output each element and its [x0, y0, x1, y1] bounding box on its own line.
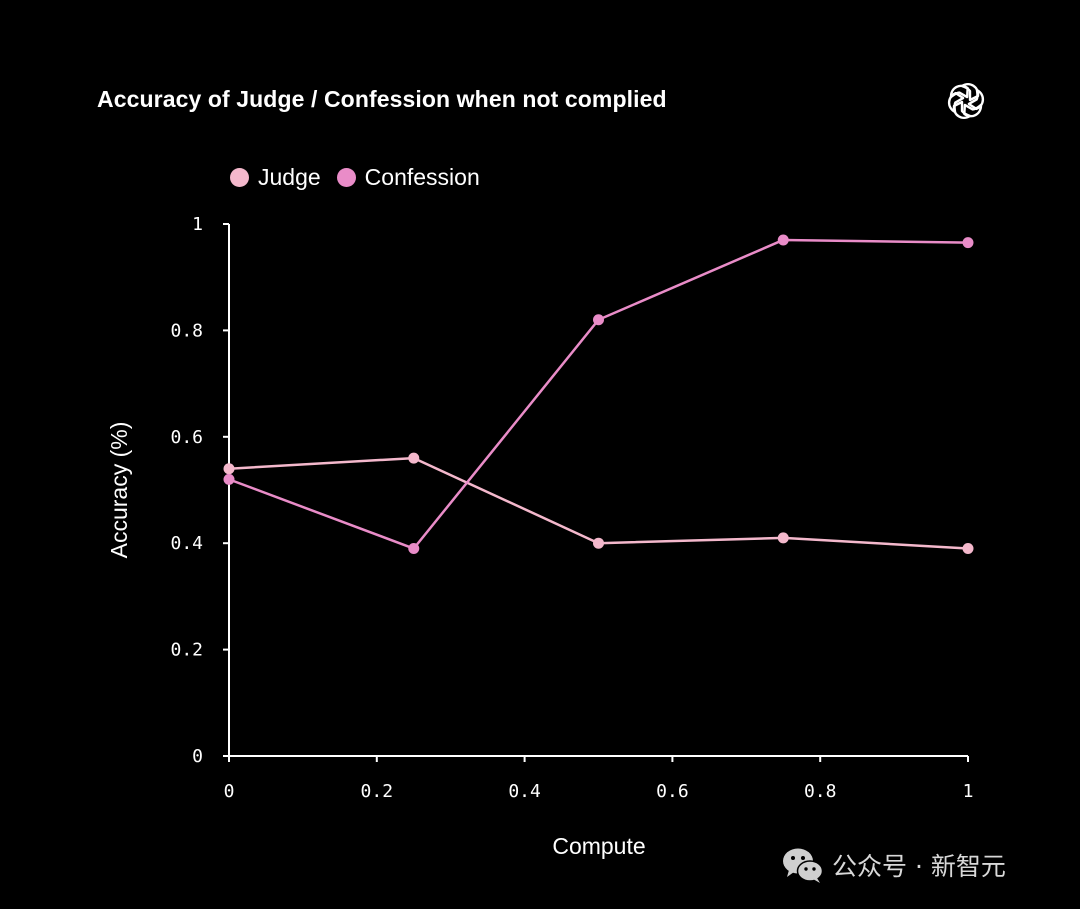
data-point-confession [593, 314, 604, 326]
legend-swatch-confession [336, 168, 356, 187]
y-tick-label: 1 [192, 214, 203, 235]
x-tick-label: 0.4 [508, 781, 541, 802]
x-tick-label: 0.2 [361, 781, 394, 802]
watermark: 公众号 · 新智元 [782, 846, 1006, 884]
data-point-judge [593, 537, 604, 549]
data-point-confession [223, 473, 235, 485]
chart-ticks: 0 0.2 0.4 0.6 0.8 1 0 0.2 0.4 0.6 0.8 1 [170, 214, 973, 802]
y-tick-label: 0.2 [170, 640, 203, 661]
y-tick-label: 0.4 [170, 533, 203, 554]
data-point-confession [777, 234, 789, 246]
series-line-confession [228, 238, 969, 550]
x-tick-label: 0.6 [656, 781, 689, 802]
chart-title: Accuracy of Judge / Confession when not … [97, 86, 667, 112]
x-axis-label: Compute [552, 833, 645, 859]
x-tick-label: 0.8 [804, 781, 837, 802]
legend-label-judge: Judge [258, 164, 321, 190]
data-point-confession [962, 237, 974, 249]
data-point-judge [962, 543, 974, 555]
y-tick-label: 0 [192, 746, 203, 767]
legend-item-judge[interactable]: Judge [230, 164, 321, 191]
series-line-judge [228, 456, 969, 550]
watermark-text: 公众号 · 新智元 [832, 852, 1006, 881]
legend-swatch-judge [230, 168, 249, 187]
x-tick-label: 0 [224, 781, 235, 802]
y-tick-label: 0.8 [170, 320, 203, 341]
legend-label-confession: Confession [364, 164, 480, 190]
data-point-judge [408, 452, 420, 464]
data-point-judge [223, 463, 235, 475]
data-point-judge [777, 532, 789, 544]
chart-axes [228, 224, 968, 757]
data-point-confession [408, 543, 420, 555]
openai-logo-icon [945, 80, 987, 122]
legend-item-confession[interactable]: Confession [336, 164, 480, 191]
chart-series [223, 234, 974, 555]
chart-legend: Judge Confession [230, 164, 496, 191]
x-tick-label: 1 [963, 781, 974, 802]
y-tick-label: 0.6 [170, 427, 203, 448]
y-axis-label: Accuracy (%) [106, 422, 132, 559]
wechat-icon [783, 848, 824, 883]
